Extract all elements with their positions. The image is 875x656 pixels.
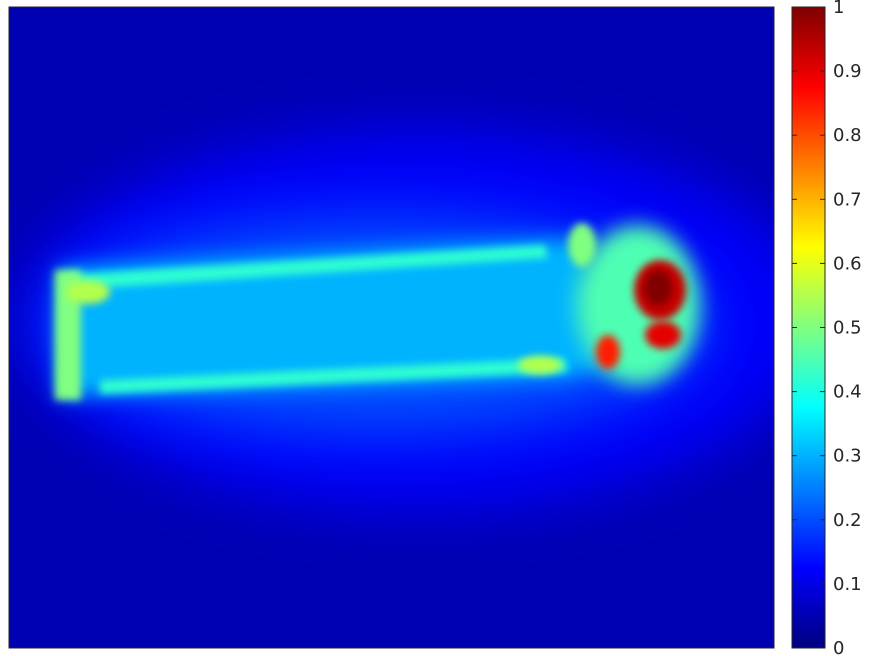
heatmap-region-hotspot-lower-right xyxy=(518,356,562,374)
colorbar-tick-label: 0.5 xyxy=(833,318,862,339)
colorbar-gradient xyxy=(791,6,826,649)
colorbar-tick-label: 0.1 xyxy=(833,574,862,595)
colorbar-tick-label: 1 xyxy=(833,0,844,18)
colorbar-tick-label: 0.9 xyxy=(833,61,862,82)
colorbar-tick-label: 0.6 xyxy=(833,253,862,274)
colorbar-tick-label: 0.3 xyxy=(833,446,862,467)
heatmap-region-bar-bottom-edge xyxy=(100,358,568,394)
heatmap-region-bar-top-edge xyxy=(65,245,548,290)
heatmap-region-head-peak xyxy=(644,270,672,306)
heatmap-region-head-lower xyxy=(645,321,681,349)
heatmap-region-hotspot-upper-left xyxy=(66,280,110,304)
plot-frame xyxy=(8,6,775,649)
colorbar: 0 0.1 0.2 0.3 0.4 0.5 0.6 0.7 0.8 0.9 1 xyxy=(791,0,862,656)
heatmap-region-head-spot-small xyxy=(596,335,620,369)
colorbar-tick-label: 0.2 xyxy=(833,510,862,531)
colorbar-tick-label: 0.7 xyxy=(833,189,862,210)
colorbar-tick-label: 0 xyxy=(833,638,844,656)
colorbar-tick-label: 0.8 xyxy=(833,125,862,146)
colorbar-tick-label: 0.4 xyxy=(833,382,862,403)
heatmap-region-head-patch xyxy=(568,223,596,267)
heatmap-plot-area xyxy=(9,7,774,648)
